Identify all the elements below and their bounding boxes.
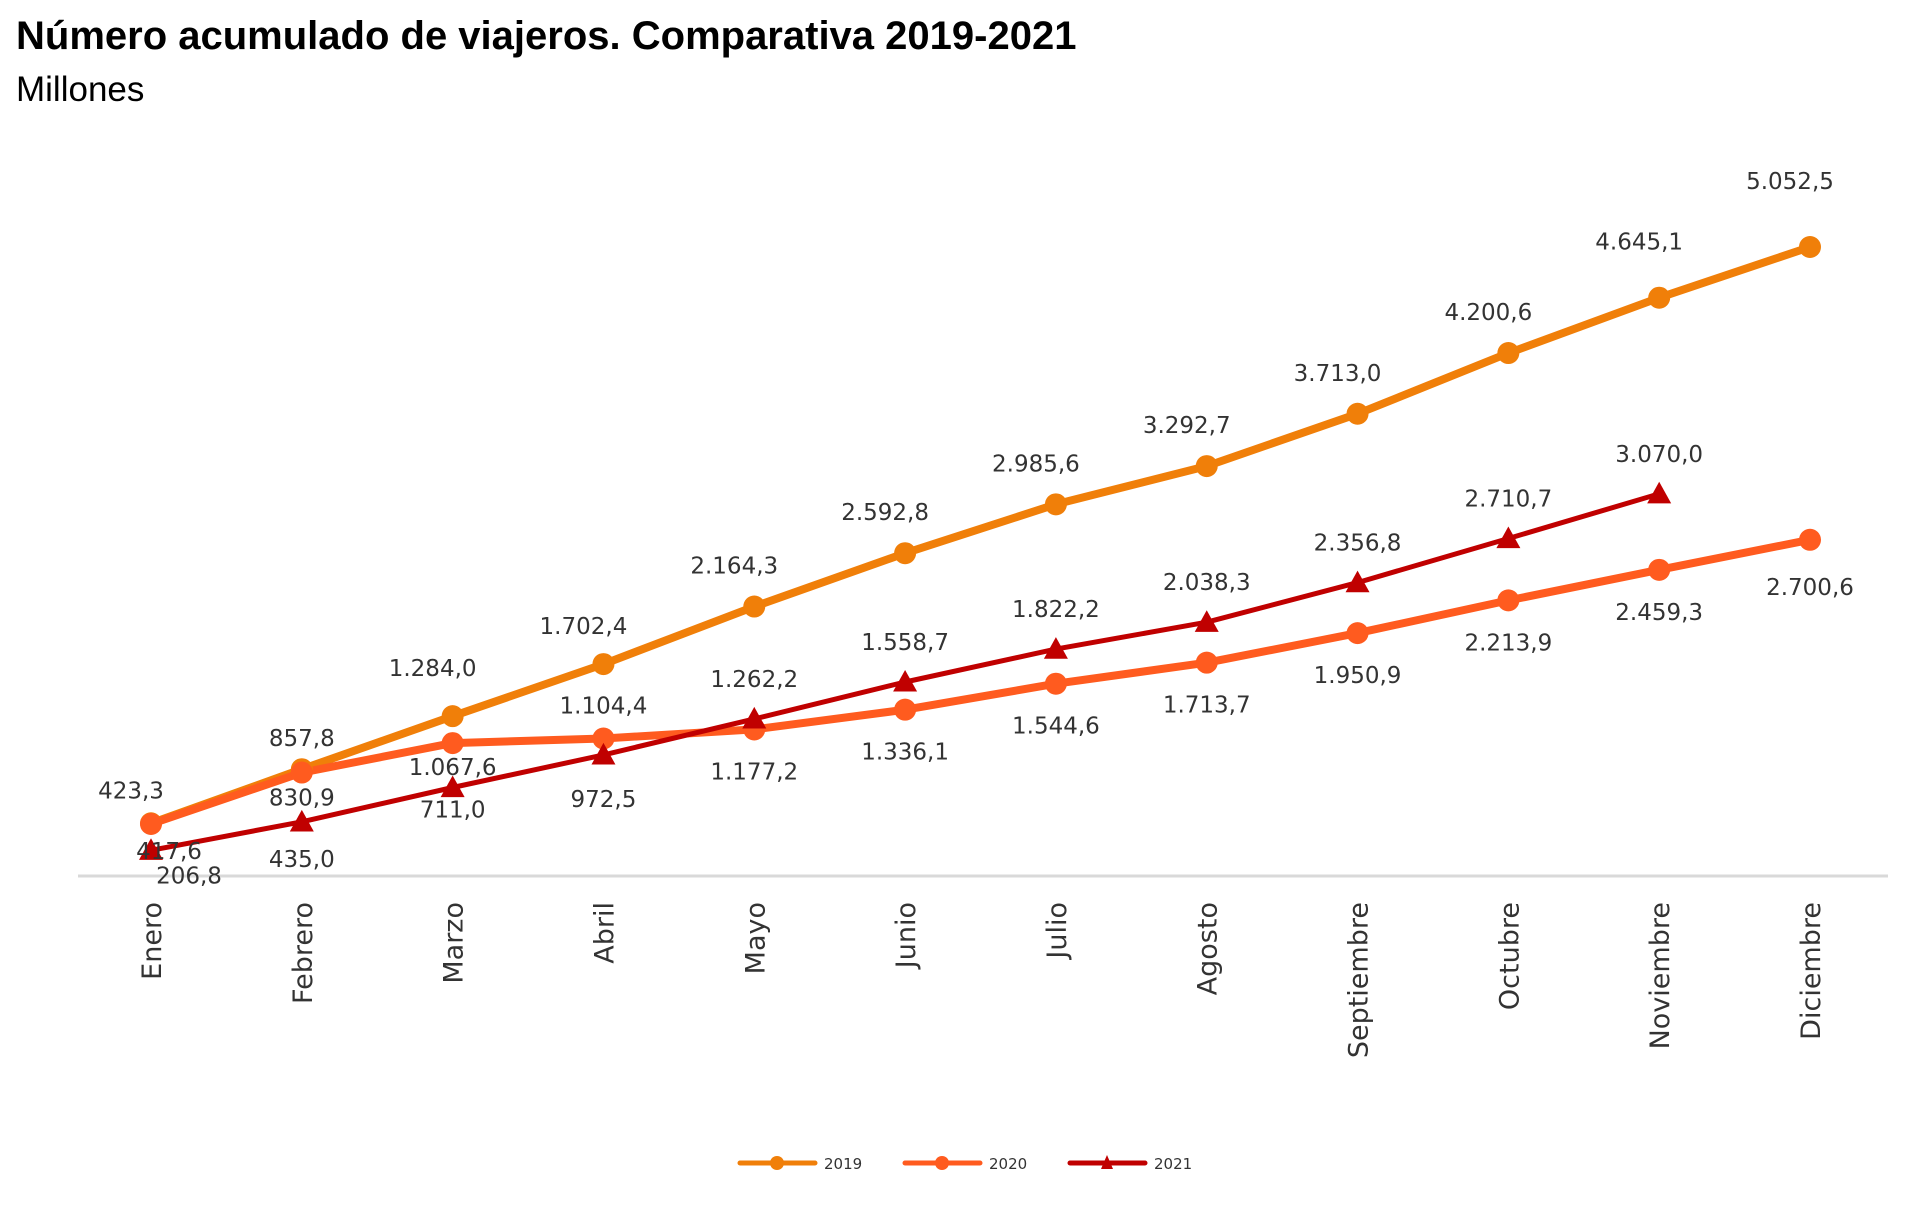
data-label-2019: 2.164,3: [690, 554, 778, 580]
data-label-2021: 435,0: [269, 847, 335, 873]
data-label-2019: 4.200,6: [1444, 300, 1532, 326]
data-label-2019: 857,8: [269, 726, 335, 752]
data-label-2021: 1.558,7: [861, 630, 949, 656]
data-label-2020: 417,6: [136, 839, 202, 865]
data-label-2019: 423,3: [98, 778, 164, 804]
legend-item-2021: 2021: [1067, 1155, 1192, 1173]
legend-label: 2020: [989, 1155, 1027, 1173]
marker-2021-agosto: [1194, 610, 1219, 632]
x-tick-label: Agosto: [1193, 902, 1224, 995]
data-label-2021: 1.822,2: [1012, 597, 1100, 623]
data-label-2019: 3.292,7: [1143, 413, 1231, 439]
marker-2020-agosto: [1195, 651, 1218, 674]
data-label-2021: 1.262,2: [710, 667, 798, 693]
series-line-2020: [147, 535, 1814, 828]
marker-2021-septiembre: [1345, 570, 1370, 593]
data-label-2021: 2.356,8: [1314, 531, 1402, 557]
x-tick-label: Enero: [137, 902, 168, 980]
marker-2021-noviembre: [1647, 481, 1672, 504]
marker-2020-julio: [1044, 672, 1067, 695]
data-label-2019: 2.592,8: [841, 500, 929, 526]
data-label-2019: 1.702,4: [540, 614, 628, 640]
data-label-2020: 2.213,9: [1464, 630, 1552, 656]
x-tick-label: Junio: [891, 902, 922, 970]
legend-label: 2019: [824, 1155, 862, 1173]
series-line-2019: [147, 243, 1814, 828]
marker-2020-septiembre: [1346, 622, 1369, 645]
data-label-2019: 1.284,0: [389, 656, 477, 682]
data-label-2021: 972,5: [571, 787, 637, 813]
data-label-2020: 1.713,7: [1163, 693, 1251, 719]
marker-2020-abril: [592, 727, 615, 750]
marker-2020-enero: [140, 813, 162, 836]
x-tick-label: Mayo: [740, 902, 771, 974]
marker-2020-junio: [894, 698, 917, 721]
x-tick-label: Septiembre: [1344, 902, 1375, 1058]
legend-marker-circle: [935, 1156, 949, 1170]
data-label-2020: 1.336,1: [861, 740, 949, 766]
data-label-2021: 711,0: [420, 797, 486, 823]
data-label-2020: 1.544,6: [1012, 714, 1100, 740]
marker-2019-julio: [1044, 493, 1067, 516]
data-label-2020: 1.067,6: [409, 755, 497, 781]
data-label-2019: 5.052,5: [1746, 169, 1834, 195]
marker-2019-agosto: [1195, 455, 1218, 478]
marker-2019-abril: [592, 653, 615, 676]
data-label-2021: 2.710,7: [1464, 487, 1552, 513]
chart-title: Número acumulado de viajeros. Comparativ…: [16, 14, 1077, 58]
legend-item-2020: 2020: [902, 1155, 1027, 1173]
marker-2019-noviembre: [1648, 286, 1671, 309]
legend-marker-triangle: [1101, 1155, 1113, 1169]
x-tick-label: Julio: [1042, 902, 1073, 961]
data-label-2020: 830,9: [269, 786, 335, 812]
marker-2021-mayo: [742, 706, 767, 729]
marker-2021-julio: [1043, 637, 1068, 659]
marker-2021-junio: [893, 669, 918, 692]
marker-2019-mayo: [743, 595, 766, 618]
data-label-2019: 2.985,6: [992, 451, 1080, 477]
data-label-2019: 4.645,1: [1595, 230, 1683, 256]
x-tick-label: Febrero: [288, 902, 319, 1004]
marker-2021-octubre: [1496, 526, 1521, 549]
data-label-2019: 3.713,0: [1294, 361, 1382, 387]
legend-label: 2021: [1154, 1155, 1192, 1173]
data-label-2020: 1.104,4: [560, 694, 648, 720]
marker-2020-noviembre: [1648, 558, 1671, 581]
marker-2020-febrero: [290, 761, 313, 784]
marker-2021-febrero: [289, 809, 314, 832]
marker-2019-octubre: [1497, 342, 1520, 365]
marker-2021-abril: [591, 742, 616, 765]
data-label-2021: 206,8: [156, 863, 222, 889]
marker-2019-junio: [894, 542, 917, 565]
data-label-2020: 2.700,6: [1766, 575, 1854, 601]
marker-2020-diciembre: [1799, 528, 1821, 551]
data-label-2020: 1.177,2: [710, 759, 798, 785]
data-label-2021: 2.038,3: [1163, 570, 1251, 596]
x-tick-label: Abril: [589, 902, 620, 964]
data-label-2021: 3.070,0: [1615, 442, 1703, 468]
marker-2021-marzo: [440, 775, 465, 798]
x-tick-label: Diciembre: [1796, 902, 1827, 1040]
marker-2019-septiembre: [1346, 402, 1369, 425]
chart-subtitle: Millones: [16, 70, 145, 109]
marker-2020-octubre: [1497, 589, 1520, 612]
x-tick-label: Octubre: [1494, 902, 1525, 1010]
marker-2020-marzo: [441, 732, 464, 755]
data-label-2020: 1.950,9: [1314, 663, 1402, 689]
legend-item-2019: 2019: [737, 1155, 862, 1173]
legend-marker-circle: [770, 1156, 784, 1170]
marker-2019-marzo: [441, 705, 464, 728]
marker-2019-diciembre: [1799, 236, 1821, 258]
x-tick-label: Marzo: [439, 902, 470, 984]
x-tick-label: Noviembre: [1645, 902, 1676, 1049]
marker-2021-enero: [139, 838, 163, 860]
data-label-2020: 2.459,3: [1615, 600, 1703, 626]
